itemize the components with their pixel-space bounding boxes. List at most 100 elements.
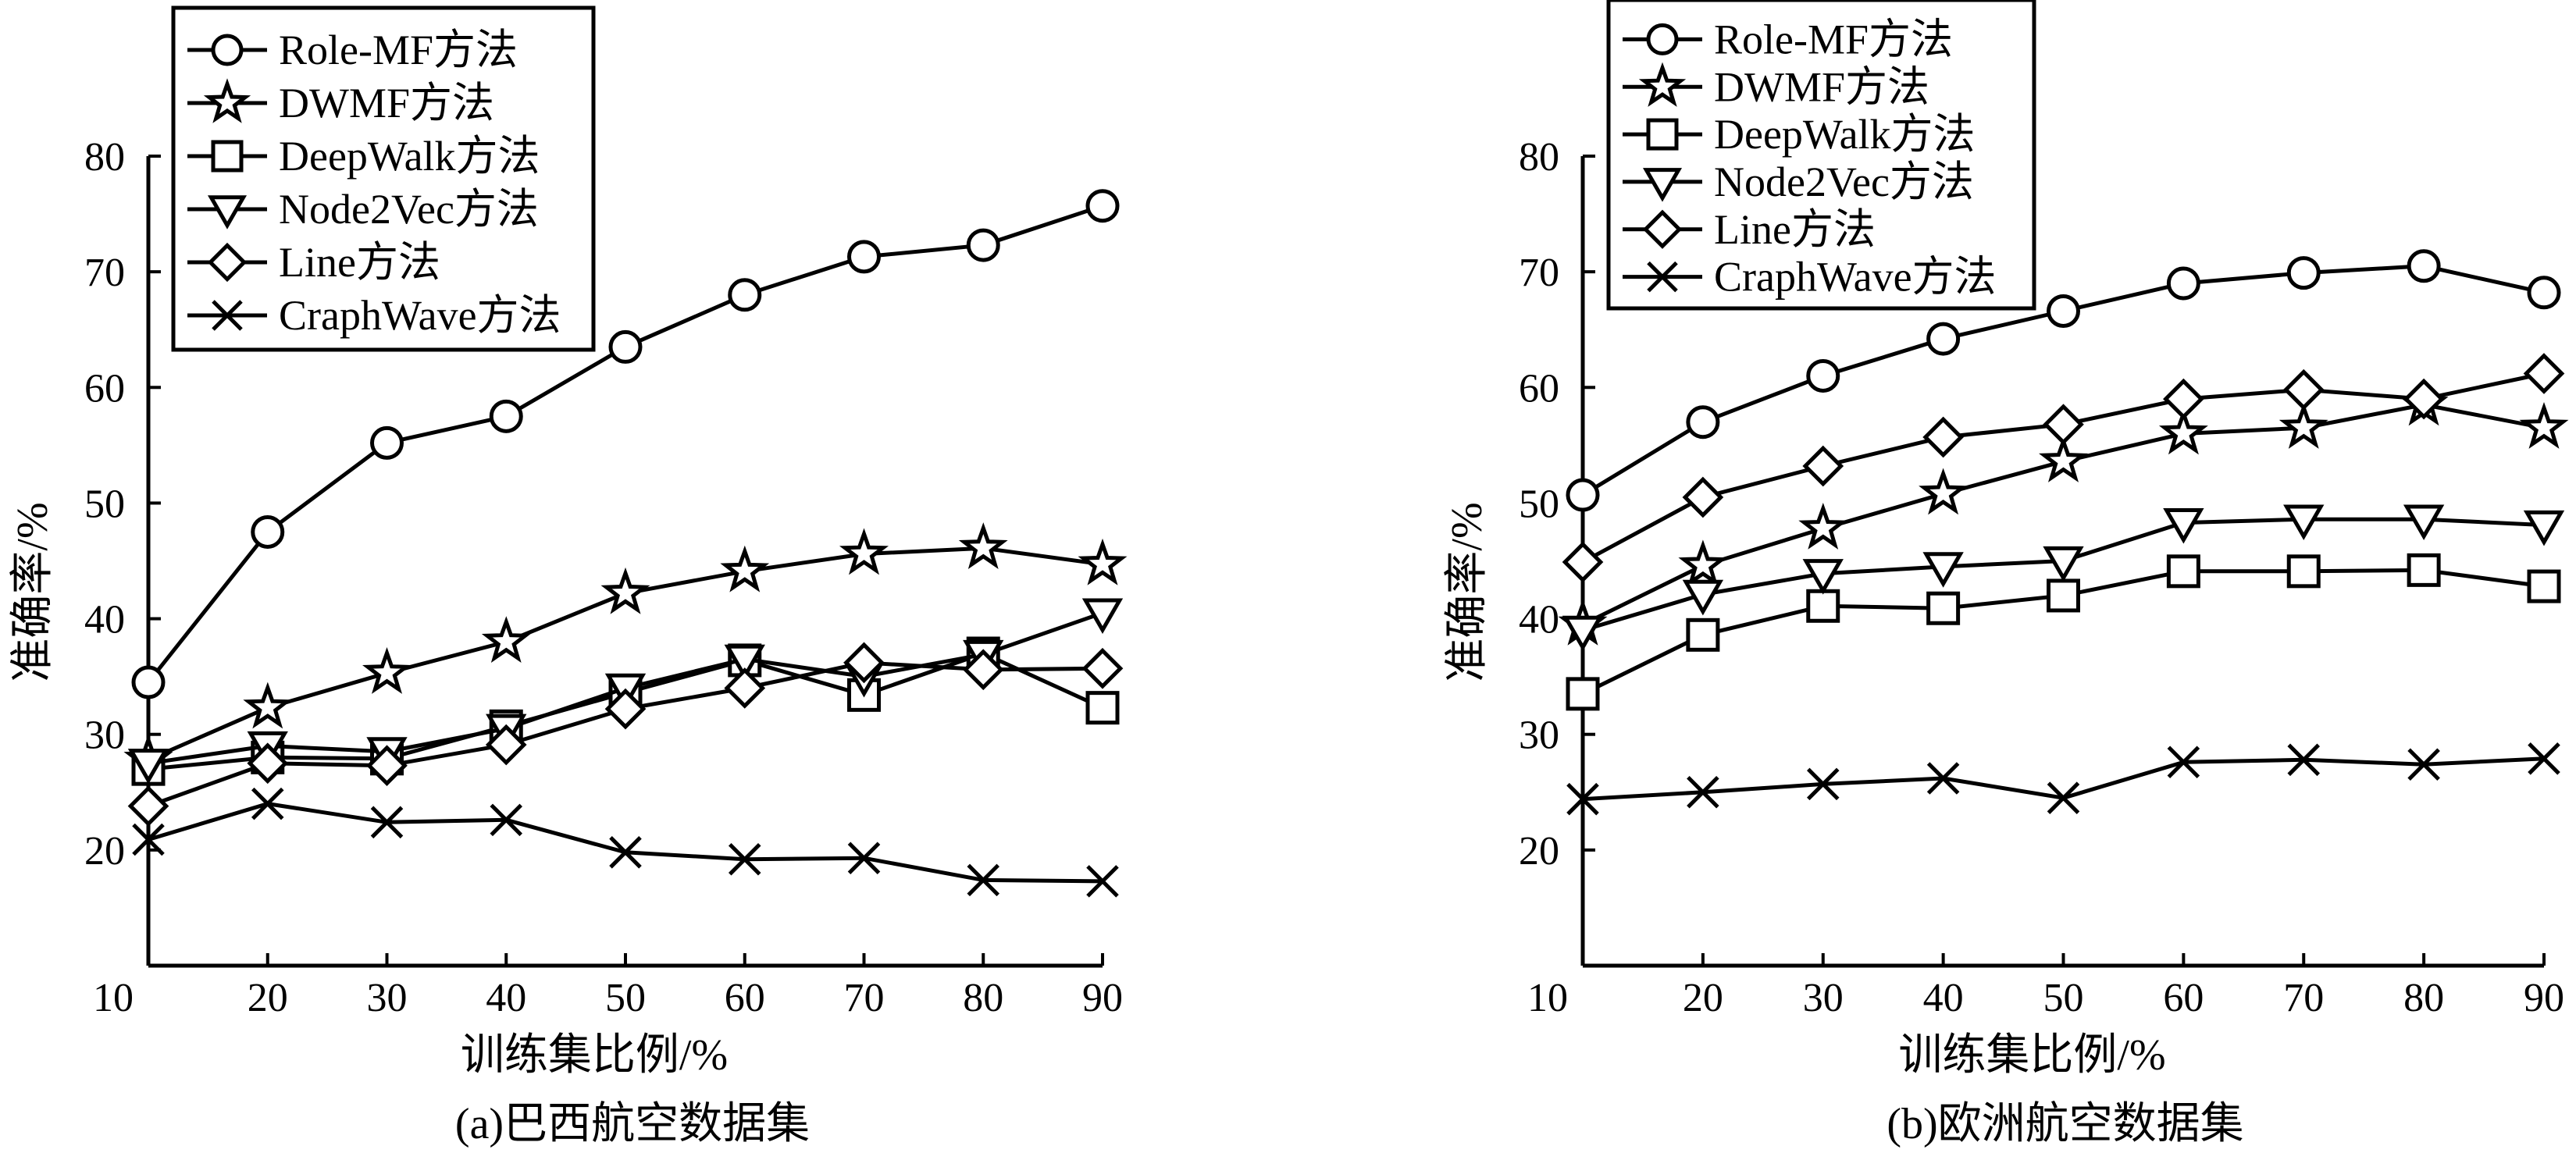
data-point-diamond [1682, 476, 1724, 518]
legend-label: Line方法 [1714, 206, 1876, 253]
data-point-circle [1566, 478, 1600, 512]
legend-marker-diamond [207, 242, 248, 283]
data-point-triangle-down [127, 749, 169, 785]
data-point-x [2167, 746, 2200, 779]
data-point-star [958, 522, 1008, 570]
data-point-diamond [2403, 378, 2445, 420]
legend-marker-circle [211, 34, 244, 66]
legend-label: Role-MF方法 [279, 27, 518, 73]
data-point-circle [1926, 322, 1961, 356]
data-point-circle [2047, 294, 2080, 329]
data-point-square [1085, 691, 1120, 725]
data-point-square [2527, 569, 2561, 603]
legend-label: CraphWave方法 [1714, 254, 1997, 301]
data-point-diamond [2523, 353, 2565, 394]
data-point-star [1798, 502, 1848, 550]
data-point-triangle-down [2043, 546, 2084, 582]
data-point-circle [728, 278, 762, 312]
data-point-diamond [247, 742, 289, 785]
series-star [1558, 379, 2569, 646]
legend: Role-MF方法DWMF方法DeepWalk方法Node2Vec方法Line方… [171, 5, 596, 352]
data-point-x [2528, 742, 2560, 775]
data-point-triangle-down [2403, 504, 2445, 541]
data-point-diamond [1922, 416, 1964, 458]
data-point-triangle-down [2523, 510, 2565, 546]
legend-label: DeepWalk方法 [1714, 111, 1976, 158]
data-point-square [2286, 554, 2321, 589]
y-tick-label: 40 [1519, 598, 1559, 642]
data-point-diamond [1562, 541, 1604, 583]
x-tick-label: 90 [2524, 976, 2564, 1020]
data-point-star [481, 616, 531, 664]
x-tick-label: 10 [93, 976, 134, 1020]
y-axis-label: 准确率/% [1443, 502, 1491, 681]
data-point-square [1566, 677, 1600, 711]
data-point-circle [131, 665, 166, 699]
series-triangle-down [1562, 504, 2565, 652]
data-point-circle [2407, 249, 2441, 283]
data-point-circle [1806, 358, 1840, 393]
legend-label: CraphWave方法 [279, 292, 561, 339]
legend-label: Node2Vec方法 [279, 186, 539, 233]
data-point-diamond [2043, 404, 2084, 446]
panel-caption: (a)巴西航空数据集 [455, 1100, 810, 1148]
data-point-star [2158, 407, 2208, 455]
x-tick-label: 20 [1683, 976, 1723, 1020]
series-x [1566, 742, 2560, 816]
data-point-square [1686, 617, 1720, 652]
legend-label: DWMF方法 [279, 80, 494, 126]
legend-marker-circle [1646, 23, 1679, 55]
data-point-diamond [2163, 378, 2204, 420]
legend-label: Line方法 [279, 239, 440, 286]
data-point-star [720, 545, 770, 593]
data-point-x [1926, 762, 1960, 795]
x-tick-label: 60 [725, 976, 765, 1020]
x-tick-label: 40 [486, 976, 526, 1020]
legend-box [1606, 0, 2036, 311]
data-point-circle [1085, 189, 1120, 223]
data-point-triangle-down [1682, 579, 1724, 616]
data-point-star [362, 647, 412, 694]
y-tick-label: 20 [1519, 829, 1559, 874]
data-point-star [1678, 539, 1728, 587]
chart-panel-b: 10 20 30 40 50 60 70 80 90 20 30 40 50 60 70 80 训练集比例/% 准… [1443, 0, 2569, 1148]
legend: Role-MF方法DWMF方法DeepWalk方法Node2Vec方法Line方… [1606, 0, 2036, 311]
data-point-diamond [1802, 445, 1844, 487]
y-tick-label: 50 [84, 482, 125, 526]
data-point-triangle-down [2283, 504, 2325, 541]
y-tick-label: 30 [84, 714, 125, 758]
series-square [1566, 553, 2561, 711]
y-tick-label: 60 [1519, 366, 1559, 411]
x-tick-label: 70 [2283, 976, 2324, 1020]
data-point-diamond [2282, 368, 2325, 411]
y-axis-label: 准确率/% [9, 502, 57, 681]
y-tick-label: 50 [1519, 482, 1559, 526]
series-diamond [127, 642, 1124, 827]
data-point-x [251, 787, 284, 820]
series-line [1582, 756, 2545, 802]
legend-label: Node2Vec方法 [1714, 158, 1974, 205]
y-tick-label: 70 [84, 251, 125, 295]
data-point-x [1086, 865, 1119, 898]
x-tick-label: 60 [2163, 976, 2204, 1020]
data-point-circle [251, 514, 285, 549]
y-tick-label: 30 [1519, 714, 1559, 758]
series-diamond [1562, 353, 2565, 583]
data-point-diamond [485, 724, 527, 766]
x-tick-label: 80 [2403, 976, 2444, 1020]
legend-marker-x [212, 300, 243, 331]
data-point-x [728, 842, 761, 876]
data-point-star [2278, 402, 2328, 449]
data-point-diamond [962, 649, 1004, 691]
data-point-x [370, 806, 404, 839]
x-axis-label: 训练集比例/% [461, 1031, 728, 1080]
x-axis-label: 训练集比例/% [1898, 1031, 2165, 1080]
data-point-triangle-down [2163, 507, 2204, 544]
series-line [148, 802, 1103, 884]
x-tick-label: 90 [1082, 976, 1123, 1020]
data-point-star [2039, 435, 2088, 482]
data-point-triangle-down [724, 644, 765, 681]
data-point-diamond [127, 785, 169, 827]
legend-marker-x [1647, 261, 1678, 293]
